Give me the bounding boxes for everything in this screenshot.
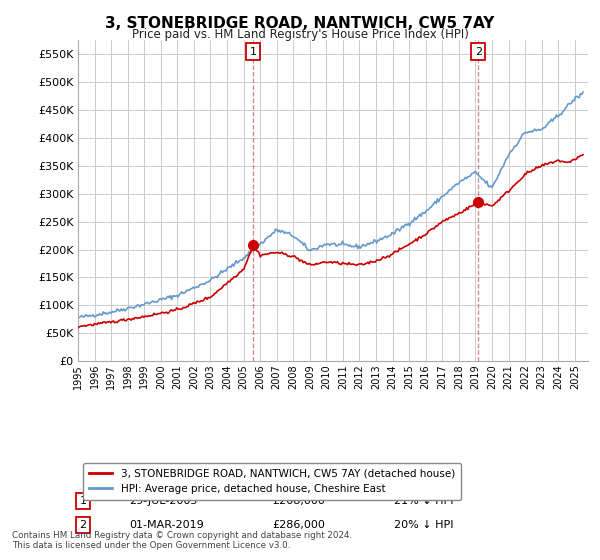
Text: 2: 2 <box>475 46 482 57</box>
Text: 3, STONEBRIDGE ROAD, NANTWICH, CW5 7AY: 3, STONEBRIDGE ROAD, NANTWICH, CW5 7AY <box>106 16 494 31</box>
Text: Price paid vs. HM Land Registry's House Price Index (HPI): Price paid vs. HM Land Registry's House … <box>131 28 469 41</box>
Text: 2: 2 <box>80 520 86 530</box>
Text: 1: 1 <box>80 496 86 506</box>
Text: Contains HM Land Registry data © Crown copyright and database right 2024.
This d: Contains HM Land Registry data © Crown c… <box>12 530 352 550</box>
Text: £286,000: £286,000 <box>272 520 325 530</box>
Text: 29-JUL-2005: 29-JUL-2005 <box>129 496 197 506</box>
Text: £208,000: £208,000 <box>272 496 325 506</box>
Legend: 3, STONEBRIDGE ROAD, NANTWICH, CW5 7AY (detached house), HPI: Average price, det: 3, STONEBRIDGE ROAD, NANTWICH, CW5 7AY (… <box>83 463 461 501</box>
Text: 01-MAR-2019: 01-MAR-2019 <box>129 520 204 530</box>
Text: 20% ↓ HPI: 20% ↓ HPI <box>394 520 454 530</box>
Text: 21% ↓ HPI: 21% ↓ HPI <box>394 496 454 506</box>
Text: 1: 1 <box>250 46 257 57</box>
